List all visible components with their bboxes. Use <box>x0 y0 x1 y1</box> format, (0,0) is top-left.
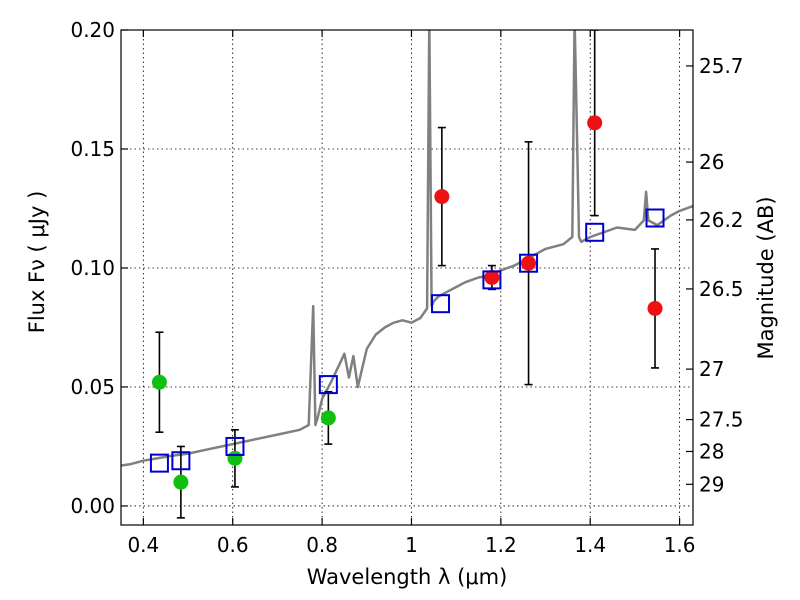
mag-tick-label: 26.5 <box>699 277 744 301</box>
model-square-point <box>225 436 245 456</box>
y-tick-label: 0.00 <box>70 494 115 518</box>
green-points-point <box>151 374 167 390</box>
x-tick-label: 1 <box>405 533 418 557</box>
plot-frame <box>120 29 694 526</box>
mag-tick-label: 27.5 <box>699 408 744 432</box>
x-tick-label: 1.6 <box>664 533 696 557</box>
model-square-point <box>171 451 191 471</box>
mag-tick-label: 25.7 <box>699 54 744 78</box>
green-points-point <box>173 474 189 490</box>
mag-tick-label: 26.2 <box>699 208 744 232</box>
model-square-point <box>645 208 665 228</box>
y-axis-label-right: Magnitude (AB) <box>754 196 778 359</box>
x-tick-label: 1.2 <box>485 533 517 557</box>
red-points-point <box>647 300 663 316</box>
y-axis-label-left: Flux Fν ( μJy ) <box>25 191 49 334</box>
mag-tick-label: 26 <box>699 150 724 174</box>
y-tick-label: 0.15 <box>70 137 115 161</box>
red-points-point <box>587 115 603 131</box>
green-points-point <box>320 410 336 426</box>
model-square-point <box>318 375 338 395</box>
mag-tick-label: 29 <box>699 472 724 496</box>
green-points-point <box>227 450 243 466</box>
spectrum-line <box>121 30 693 467</box>
red-points-point <box>434 189 450 205</box>
red-points-point <box>484 270 500 285</box>
tick-labels: 0.4 0.6 0.8 1 1.2 1.4 1.6 0.00 0.05 0.10 0.15 0.20 2… <box>70 18 743 557</box>
model-square-point <box>431 294 451 314</box>
y-tick-label: 0.10 <box>70 256 115 280</box>
tick-marks <box>121 29 693 525</box>
x-axis-label: Wavelength λ (μm) <box>307 565 508 589</box>
mag-tick-label: 28 <box>699 439 724 463</box>
model-square-point <box>519 253 539 273</box>
model-square-point <box>585 222 605 242</box>
x-tick-label: 0.8 <box>306 533 338 557</box>
x-tick-label: 0.6 <box>217 533 249 557</box>
mag-tick-label: 27 <box>699 357 724 381</box>
y-tick-label: 0.20 <box>70 18 115 42</box>
x-tick-label: 0.4 <box>127 533 159 557</box>
points-layer <box>149 30 665 519</box>
y-tick-label: 0.05 <box>70 375 115 399</box>
model-square-point <box>149 453 169 473</box>
model-square-point <box>482 270 502 290</box>
red-points-point <box>521 255 537 271</box>
x-tick-label: 1.4 <box>574 533 606 557</box>
spectrum-layer <box>121 30 693 467</box>
